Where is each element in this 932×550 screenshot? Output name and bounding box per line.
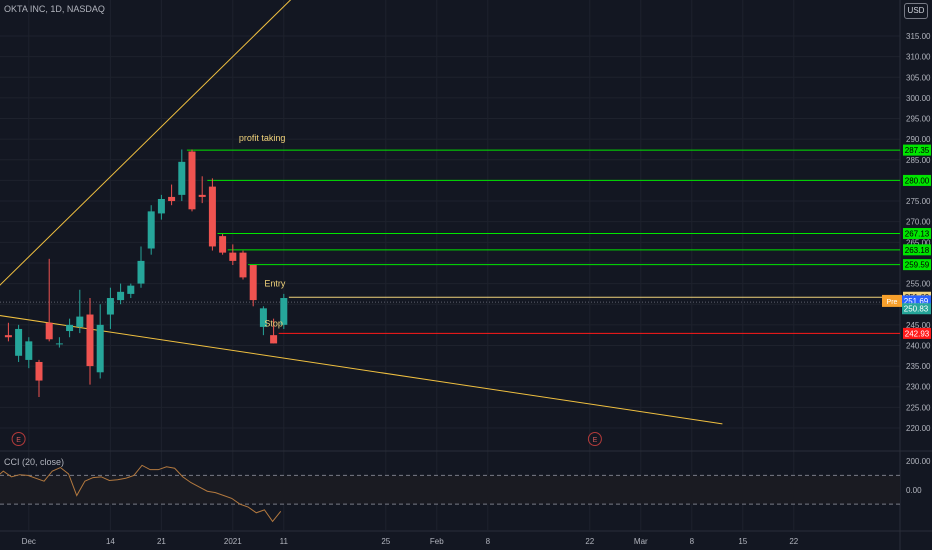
candle-body — [188, 151, 196, 210]
price-tick-label: 245.00 — [906, 321, 931, 330]
last-price-tag — [902, 303, 931, 315]
stop-level-tag — [903, 327, 931, 339]
stop-level-tag-label: 242.93 — [905, 329, 930, 338]
cci-band-fill — [0, 475, 900, 505]
price-tick-label: 230.00 — [906, 383, 931, 392]
candle-body — [4, 335, 12, 338]
time-tick-label: 2021 — [224, 537, 242, 546]
candle-body — [219, 236, 227, 253]
candle-body — [66, 324, 74, 332]
time-tick-label: Feb — [430, 537, 444, 546]
last-price-tag-label: 250.83 — [904, 305, 929, 314]
candle-body — [157, 198, 165, 214]
time-tick-label: 11 — [280, 537, 289, 546]
time-tick-label: 8 — [690, 537, 695, 546]
price-tick-label: 310.00 — [906, 53, 931, 62]
cci-indicator-label: CCI (20, close) — [4, 457, 65, 467]
candle-body — [35, 361, 43, 381]
profit-level-267-tag — [903, 228, 931, 240]
profit-level-263-tag — [903, 244, 931, 256]
profit-level-280-tag-label: 280.00 — [905, 176, 930, 185]
time-tick-label: 15 — [738, 537, 747, 546]
price-tick-label: 300.00 — [906, 94, 931, 103]
price-tick-label: 275.00 — [906, 197, 931, 206]
price-tick-label: 315.00 — [906, 32, 931, 41]
candle-body — [76, 316, 84, 327]
candle-body — [127, 285, 135, 294]
currency-button[interactable]: USD — [904, 3, 928, 19]
candle-body — [259, 308, 267, 327]
symbol-title: OKTA INC, 1D, NASDAQ — [4, 4, 105, 14]
candle-body — [25, 341, 33, 360]
price-tick-label: 235.00 — [906, 362, 931, 371]
profit-level-259-tag — [903, 259, 931, 271]
earnings-marker-icon — [11, 432, 26, 446]
candle-body — [229, 252, 237, 261]
time-tick-label: 22 — [789, 537, 798, 546]
profit-level-263-tag-label: 263.18 — [905, 246, 930, 255]
price-tick-label: 220.00 — [906, 424, 931, 433]
price-tick-label: 255.00 — [906, 280, 931, 289]
cci-tick-label: 200.00 — [906, 457, 931, 466]
cci-line — [0, 464, 282, 523]
price-tick-label: 240.00 — [906, 341, 931, 350]
candle-body — [96, 324, 104, 373]
price-tick-label: 290.00 — [906, 135, 931, 144]
premarket-price-tag — [902, 295, 931, 307]
earnings-marker-label: E — [593, 437, 598, 444]
time-tick-label: Dec — [22, 537, 36, 546]
candle-body — [198, 194, 206, 197]
time-tick-label: 22 — [585, 537, 594, 546]
trend-line — [0, 315, 723, 425]
candle-body — [15, 328, 23, 356]
candle-body — [239, 252, 247, 278]
candle-body — [249, 265, 257, 301]
entry-label: Entry — [264, 278, 286, 288]
candle-body — [55, 343, 63, 345]
candle-body — [178, 161, 186, 195]
time-tick-label: Mar — [634, 537, 648, 546]
candle-body — [147, 211, 155, 249]
candle-body — [208, 186, 216, 247]
cci-tick-label: 0.00 — [906, 486, 922, 495]
profit-level-259-tag-label: 259.59 — [905, 261, 930, 270]
candle-body — [280, 298, 288, 325]
time-tick-label: 8 — [486, 537, 491, 546]
time-tick-label: 21 — [157, 537, 166, 546]
earnings-marker-label: E — [16, 437, 21, 444]
profit-level-280-tag — [903, 174, 931, 186]
price-tick-label: 265.00 — [906, 238, 931, 247]
price-tick-label: 270.00 — [906, 218, 931, 227]
price-tick-label: 225.00 — [906, 403, 931, 412]
candle-body — [117, 291, 125, 301]
profit-level-267-tag-label: 267.13 — [905, 230, 930, 239]
profit-taking-label: profit taking — [239, 133, 286, 143]
price-tick-label: 285.00 — [906, 156, 931, 165]
earnings-marker-icon — [587, 432, 602, 446]
profit-level-287-tag — [903, 144, 931, 156]
premarket-badge — [882, 294, 902, 307]
candle-body — [86, 314, 94, 367]
time-tick-label: 14 — [106, 537, 115, 546]
profit-level-287-tag-label: 287.35 — [905, 146, 930, 155]
premarket-badge-label: Pre — [887, 299, 898, 306]
price-tick-label: 305.00 — [906, 73, 931, 82]
premarket-price-tag-label: 251.69 — [904, 297, 929, 306]
candle-body — [270, 335, 278, 344]
stop-label: Stop — [264, 318, 283, 328]
trend-line — [0, 0, 292, 286]
candle-body — [106, 298, 114, 315]
candle-body — [168, 196, 176, 202]
price-tick-label: 295.00 — [906, 115, 931, 124]
time-tick-label: 25 — [381, 537, 390, 546]
candle-body — [45, 322, 53, 340]
candle-body — [137, 260, 145, 284]
